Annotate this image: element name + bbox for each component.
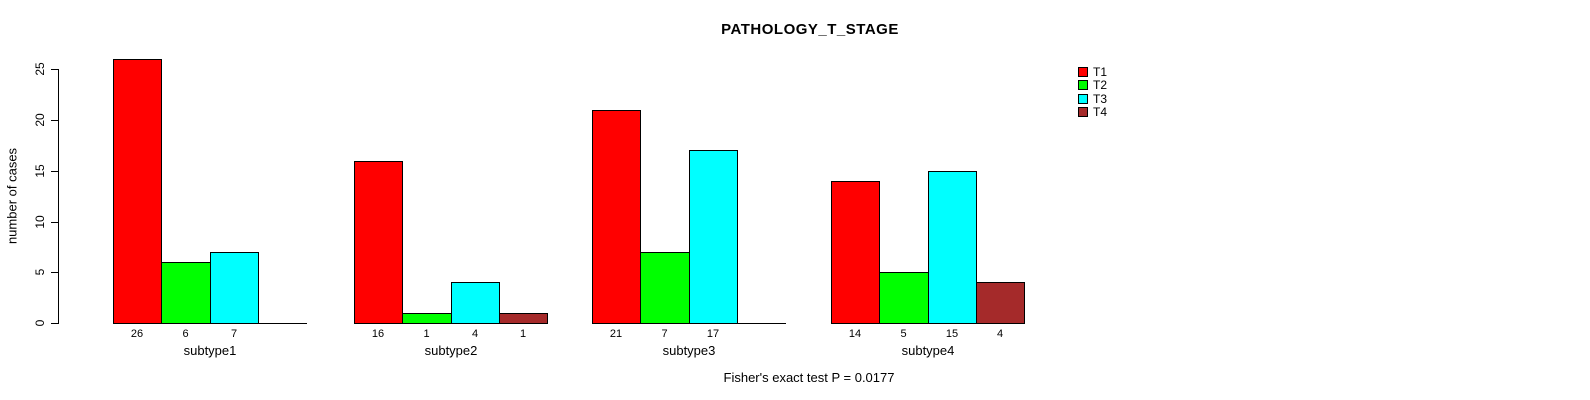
legend-label-T3: T3 [1093,92,1108,106]
legend-swatch-T1 [1078,67,1088,77]
legend-label-T4: T4 [1093,105,1108,119]
legend-item-T3: T3 [1078,93,1138,106]
bar-subtype2-T2 [402,313,452,324]
bar-value-label-subtype3-T3: 17 [706,328,720,340]
y-tick-mark [51,222,58,223]
category-label-subtype4: subtype4 [901,343,955,358]
y-tick-mark [51,323,58,324]
bar-value-label-subtype2-T1: 16 [371,328,385,340]
bar-subtype1-T3 [210,252,259,324]
bar-subtype3-T1 [592,110,641,324]
y-tick-label: 20 [33,113,47,127]
category-label-subtype3: subtype3 [662,343,716,358]
bar-subtype4-T4 [976,282,1025,324]
legend-item-T1: T1 [1078,66,1138,79]
bar-subtype3-T3 [689,150,738,324]
bar-value-label-subtype3-T1: 21 [609,328,623,340]
legend-swatch-T2 [1078,80,1088,90]
bar-subtype2-T1 [354,161,403,324]
y-tick-label: 25 [33,62,47,76]
bar-subtype4-T1 [831,181,880,324]
bar-subtype2-T4 [499,313,548,324]
y-axis-title: number of cases [4,147,20,245]
category-label-subtype2: subtype2 [424,343,478,358]
y-axis-line [58,69,59,324]
y-tick-label: 5 [33,268,47,276]
stat-test-annotation: Fisher's exact test P = 0.0177 [723,370,895,385]
legend-label-T1: T1 [1093,65,1108,79]
chart-title: PATHOLOGY_T_STAGE [721,21,899,38]
bar-subtype1-T1 [113,59,162,324]
legend-item-T2: T2 [1078,79,1138,92]
bar-value-label-subtype1-T1: 26 [130,328,144,340]
y-tick-mark [51,120,58,121]
bar-value-label-subtype4-T3: 15 [945,328,959,340]
bar-value-label-subtype2-T3: 4 [471,328,479,340]
y-tick-label: 15 [33,164,47,178]
bar-value-label-subtype1-T2: 6 [182,328,189,340]
legend-item-T4: T4 [1078,106,1138,119]
bar-subtype4-T3 [928,171,977,324]
legend-label-T2: T2 [1093,78,1108,92]
bar-subtype3-T2 [640,252,690,324]
legend-swatch-T3 [1078,94,1088,104]
y-tick-label: 10 [33,215,47,229]
bar-value-label-subtype2-T4: 1 [519,328,527,340]
bar-subtype4-T2 [879,272,929,324]
bar-value-label-subtype2-T2: 1 [423,328,430,340]
legend-swatch-T4 [1078,107,1088,117]
bar-value-label-subtype4-T2: 5 [900,328,907,340]
y-tick-mark [51,171,58,172]
y-tick-label: 0 [33,319,47,327]
category-label-subtype1: subtype1 [183,343,237,358]
bar-value-label-subtype1-T3: 7 [230,328,238,340]
bar-value-label-subtype4-T1: 14 [848,328,862,340]
bar-value-label-subtype4-T4: 4 [996,328,1004,340]
y-tick-mark [51,272,58,273]
bar-subtype2-T3 [451,282,500,324]
bar-value-label-subtype3-T2: 7 [661,328,668,340]
bar-subtype1-T2 [161,262,211,324]
y-tick-mark [51,69,58,70]
